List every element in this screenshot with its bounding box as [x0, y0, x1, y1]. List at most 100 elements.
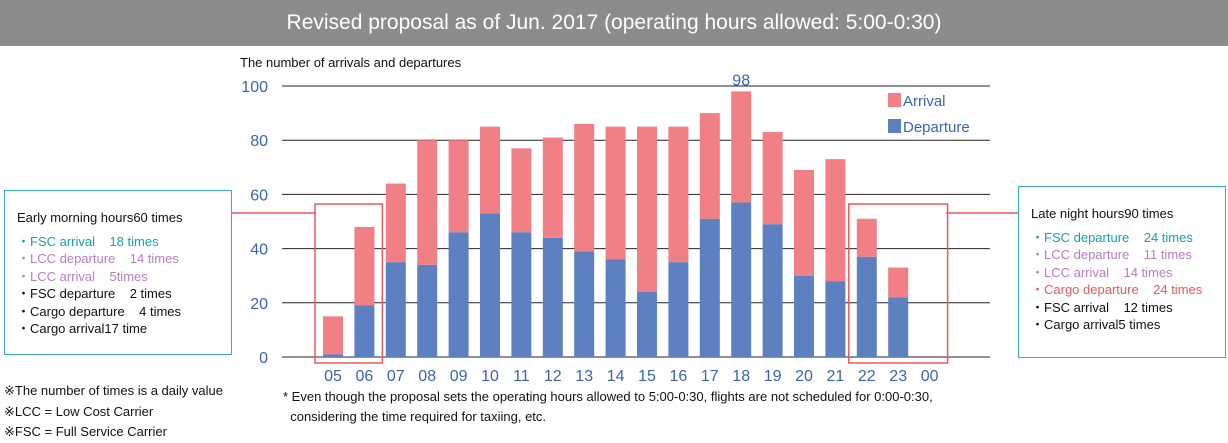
late-night-summary-box: Late night hours90 times ・FSC departure …: [1018, 186, 1226, 358]
x-tick-label: 18: [732, 368, 750, 385]
bar-departure: [605, 259, 626, 357]
bar-departure: [574, 251, 595, 357]
bar-arrival: [825, 159, 846, 282]
bar-arrival: [699, 113, 720, 219]
late-night-item: ・Cargo departure 24 times: [1031, 282, 1203, 297]
bar-departure: [448, 232, 469, 357]
early-morning-item: ・FSC arrival 18 times: [17, 233, 159, 249]
highlight-rect: [314, 203, 384, 364]
late-night-item: ・FSC departure 24 times: [1031, 229, 1193, 245]
x-tick-label: 08: [418, 368, 436, 385]
bar-arrival: [668, 126, 689, 263]
notes: ※The number of times is a daily value ※L…: [4, 381, 223, 443]
y-tick-label: 40: [250, 242, 268, 259]
x-tick-label: 21: [827, 368, 845, 385]
y-tick-label: 20: [250, 296, 268, 313]
bar-departure: [417, 264, 438, 357]
note-daily-value: ※The number of times is a daily value: [4, 383, 223, 398]
bar-departure: [511, 232, 532, 357]
x-tick-label: 15: [638, 368, 656, 385]
bar-arrival: [323, 316, 343, 355]
y-axis-label: The number of arrivals and departures: [240, 55, 462, 70]
bar-arrival: [480, 126, 500, 214]
x-tick-label: 19: [764, 368, 782, 385]
legend-swatch: [888, 93, 901, 107]
bar-departure: [637, 291, 657, 357]
legend-label: Arrival: [903, 93, 946, 110]
data-label: 98: [732, 72, 750, 89]
bar-arrival: [731, 91, 752, 203]
late-night-title: Late night hours90 times: [1031, 206, 1174, 221]
x-tick-label: 13: [575, 368, 593, 385]
x-tick-label: 17: [701, 368, 719, 385]
bar-arrival: [542, 137, 563, 238]
x-tick-label: 22: [858, 368, 876, 385]
x-tick-label: 07: [387, 368, 405, 385]
bar-arrival: [511, 148, 532, 233]
bar-arrival: [605, 126, 626, 260]
highlight-rects: [314, 203, 949, 364]
bar-departure: [825, 281, 846, 357]
x-tick-label: 06: [356, 368, 374, 385]
early-morning-item: ・LCC arrival 5times: [17, 268, 148, 284]
bar-arrival: [385, 183, 406, 263]
legend-label: Departure: [903, 119, 970, 136]
chart-title-banner: Revised proposal as of Jun. 2017 (operat…: [0, 0, 1228, 46]
chart-title: Revised proposal as of Jun. 2017 (operat…: [286, 11, 942, 34]
legend-swatch: [888, 119, 901, 133]
bar-departure: [542, 237, 563, 357]
early-morning-summary-box: Early morning hours60 times ・FSC arrival…: [4, 190, 232, 355]
bar-arrival: [354, 226, 375, 306]
note-fsc: ※FSC = Full Service Carrier: [4, 424, 167, 439]
x-tick-label: 20: [795, 368, 813, 385]
y-tick-label: 100: [241, 79, 268, 96]
y-tick-label: 80: [250, 133, 268, 150]
bar-departure: [699, 218, 720, 357]
data-labels: 98: [732, 72, 750, 89]
late-night-item: ・FSC arrival 12 times: [1031, 299, 1173, 315]
x-tick-labels: 05 06 07 08 09 10 11 12 13 14 15 16 17 18 19 20 21 22 23 00: [324, 368, 938, 385]
footnote-line-2: considering the time required for taxiin…: [283, 409, 547, 424]
note-lcc: ※LCC = Low Cost Carrier: [4, 403, 154, 419]
footnote: * Even though the proposal sets the oper…: [283, 387, 933, 427]
bar-departure: [385, 262, 406, 357]
early-morning-item: ・Cargo departure 4 times: [17, 303, 182, 319]
bar-departure: [888, 297, 909, 357]
late-night-item: ・LCC arrival 14 times: [1031, 264, 1173, 280]
bar-departure: [354, 305, 375, 357]
y-tick-label: 0: [259, 350, 268, 367]
footnote-line-1: * Even though the proposal sets the oper…: [283, 389, 933, 404]
x-tick-label: 10: [481, 368, 499, 385]
x-tick-label: 16: [670, 368, 688, 385]
early-morning-item: ・LCC departure 14 times: [17, 251, 179, 266]
highlight-rect: [848, 203, 949, 364]
x-tick-label: 05: [324, 368, 342, 385]
x-tick-label: 09: [450, 368, 468, 385]
x-tick-label: 11: [513, 368, 530, 385]
bar-arrival: [888, 267, 909, 298]
early-morning-item: ・Cargo arrival17 time: [17, 321, 148, 336]
y-tick-label: 60: [250, 187, 268, 204]
early-morning-item: ・FSC departure 2 times: [17, 286, 172, 301]
bar-departure: [794, 275, 814, 357]
late-night-item: ・LCC departure 11 times: [1031, 247, 1192, 262]
bar-departure: [480, 213, 500, 357]
bar-arrival: [574, 123, 595, 252]
bar-departure: [856, 256, 877, 357]
bar-arrival: [417, 140, 438, 265]
bar-departure: [762, 224, 783, 357]
bar-arrival: [762, 132, 783, 225]
bar-arrival: [794, 170, 814, 276]
x-tick-label: 14: [607, 368, 625, 385]
bar-arrival: [448, 140, 469, 233]
late-night-item: ・Cargo arrival5 times: [1031, 317, 1161, 332]
legend: Arrival Departure: [888, 93, 970, 136]
bar-departure: [668, 262, 689, 357]
x-tick-label: 00: [921, 368, 939, 385]
bars: [323, 91, 909, 357]
bar-arrival: [637, 126, 657, 292]
bar-arrival: [856, 218, 877, 257]
bar-departure: [323, 354, 343, 357]
y-tick-labels: 0 20 40 60 80 100: [241, 79, 268, 367]
